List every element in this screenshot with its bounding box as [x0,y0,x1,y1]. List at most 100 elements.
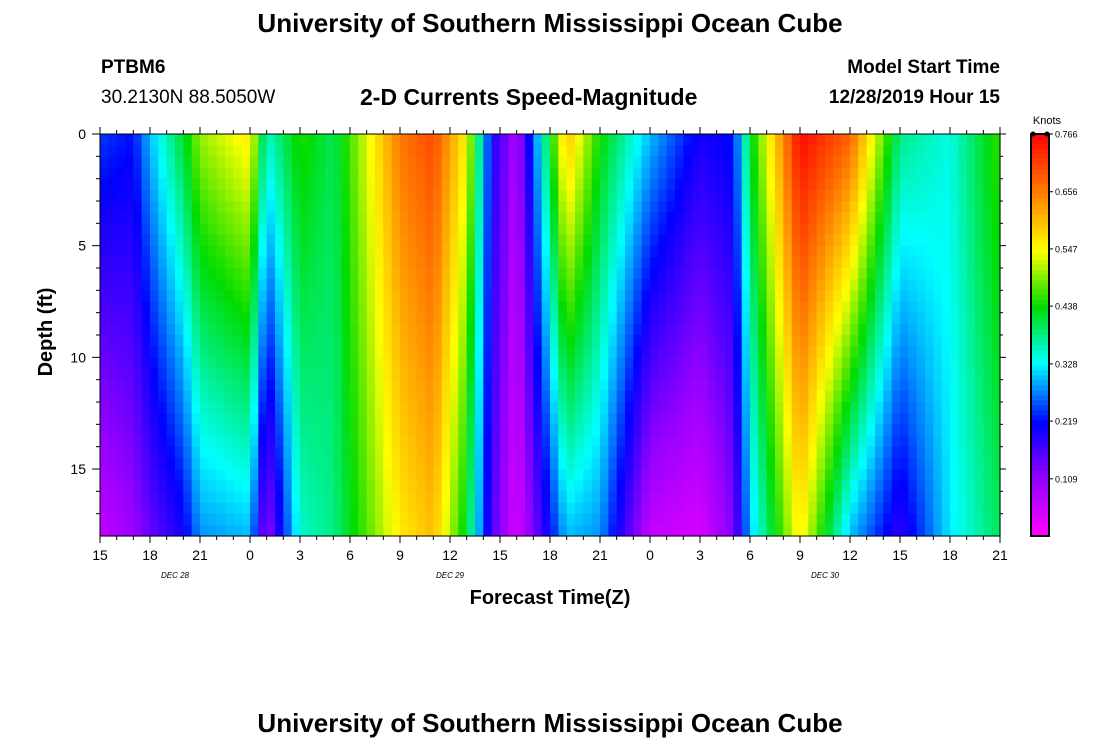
heatmap-cell [833,245,843,258]
heatmap-cell [608,390,618,403]
heatmap-cell [666,256,676,269]
heatmap-cell [975,502,984,515]
heatmap-cell [258,335,268,347]
heatmap-cell [191,134,201,146]
heatmap-cell [975,413,984,425]
heatmap-cell [550,301,559,314]
heatmap-cell [283,357,293,370]
heatmap-cell [408,323,418,336]
colorbar-segment [1031,460,1049,467]
heatmap-cell [483,390,493,403]
heatmap-cell [208,446,218,459]
heatmap-cell [925,178,934,191]
heatmap-cell [783,402,793,414]
heatmap-cell [150,245,159,258]
heatmap-cell [583,234,593,247]
heatmap-cell [133,346,143,358]
heatmap-cell [491,245,501,258]
heatmap-cell [166,234,176,247]
heatmap-cell [183,357,193,370]
heatmap-cell [683,234,693,247]
heatmap-cell [250,469,259,481]
heatmap-cell [341,335,351,347]
heatmap-cell [150,223,159,236]
heatmap-cell [850,279,859,291]
heatmap-cell [916,524,926,537]
heatmap-cell [658,201,668,213]
heatmap-cell [541,357,551,370]
heatmap-cell [833,491,843,504]
heatmap-cell [791,390,801,403]
heatmap-cell [891,156,901,169]
heatmap-cell [425,502,434,515]
heatmap-cell [933,301,943,314]
heatmap-cell [758,457,768,470]
heatmap-cell [733,256,743,269]
heatmap-cell [908,256,918,269]
heatmap-cell [675,457,684,470]
heatmap-cell [233,379,243,392]
heatmap-cell [125,390,134,403]
heatmap-cell [233,435,243,448]
heatmap-cell [108,502,118,515]
heatmap-cell [591,435,601,448]
heatmap-cell [741,513,751,526]
heatmap-cell [583,502,593,515]
heatmap-cell [166,469,176,481]
heatmap-cell [191,402,201,414]
heatmap-cell [700,502,709,515]
heatmap-cell [425,346,434,358]
heatmap-cell [666,469,676,481]
heatmap-cell [650,212,659,224]
heatmap-cell [791,346,801,358]
heatmap-cell [883,223,893,236]
heatmap-cell [483,279,493,291]
heatmap-cell [133,256,143,269]
heatmap-cell [850,134,859,146]
heatmap-cell [908,178,918,191]
heatmap-cell [100,446,109,459]
heatmap-cell [758,223,768,236]
heatmap-cell [300,234,309,247]
heatmap-cell [850,390,859,403]
colorbar-segment [1031,169,1049,175]
heatmap-cell [816,480,826,492]
heatmap-cell [316,212,326,224]
heatmap-cell [375,435,384,448]
heatmap-cell [425,245,434,258]
heatmap-cell [750,346,759,358]
heatmap-cell [716,446,726,459]
heatmap-cell [725,469,734,481]
heatmap-cell [183,145,193,157]
heatmap-cell [608,357,618,370]
heatmap-cell [725,156,734,169]
heatmap-cell [266,156,276,169]
heatmap-cell [283,346,293,358]
heatmap-cell [625,335,634,347]
heatmap-cell [566,424,576,437]
heatmap-cell [883,446,893,459]
heatmap-cell [858,457,868,470]
heatmap-cell [800,446,809,459]
heatmap-cell [466,457,476,470]
heatmap-cell [100,346,109,358]
heatmap-cell [275,335,284,347]
heatmap-cell [450,424,459,437]
heatmap-cell [783,301,793,314]
heatmap-cell [366,413,376,425]
heatmap-cell [400,134,409,146]
heatmap-cell [991,201,1001,213]
heatmap-cell [400,178,409,191]
heatmap-cell [691,212,701,224]
heatmap-cell [475,390,484,403]
heatmap-cell [550,357,559,370]
heatmap-cell [608,212,618,224]
heatmap-cell [766,234,776,247]
heatmap-cell [316,178,326,191]
heatmap-cell [900,379,909,392]
heatmap-cell [291,413,301,425]
heatmap-cell [225,513,234,526]
heatmap-cell [625,513,634,526]
heatmap-cell [683,469,693,481]
heatmap-cell [716,502,726,515]
